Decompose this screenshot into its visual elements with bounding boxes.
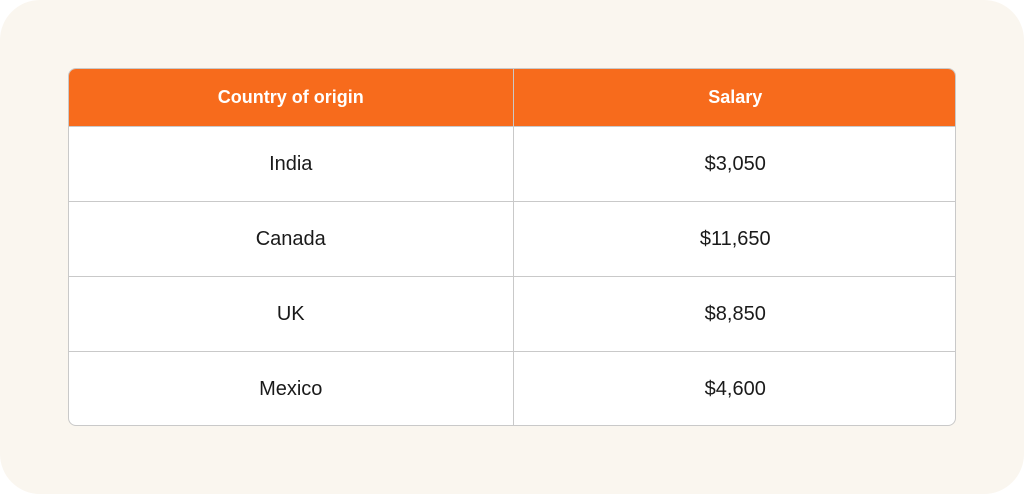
- table-row: Canada $11,650: [69, 201, 955, 277]
- header-country-of-origin: Country of origin: [69, 69, 514, 127]
- salary-table: Country of origin Salary India $3,050 Ca…: [69, 69, 955, 425]
- table-row: India $3,050: [69, 126, 955, 202]
- cell-salary: $8,850: [513, 276, 955, 352]
- cell-country: Mexico: [69, 351, 514, 425]
- table-header-row: Country of origin Salary: [69, 69, 955, 127]
- cell-salary: $11,650: [513, 201, 955, 277]
- table-row: Mexico $4,600: [69, 351, 955, 425]
- salary-table-container: Country of origin Salary India $3,050 Ca…: [68, 68, 956, 426]
- cell-salary: $4,600: [513, 351, 955, 425]
- table-row: UK $8,850: [69, 276, 955, 352]
- cell-country: India: [69, 126, 514, 202]
- cell-salary: $3,050: [513, 126, 955, 202]
- cell-country: UK: [69, 276, 514, 352]
- cell-country: Canada: [69, 201, 514, 277]
- header-salary: Salary: [513, 69, 955, 127]
